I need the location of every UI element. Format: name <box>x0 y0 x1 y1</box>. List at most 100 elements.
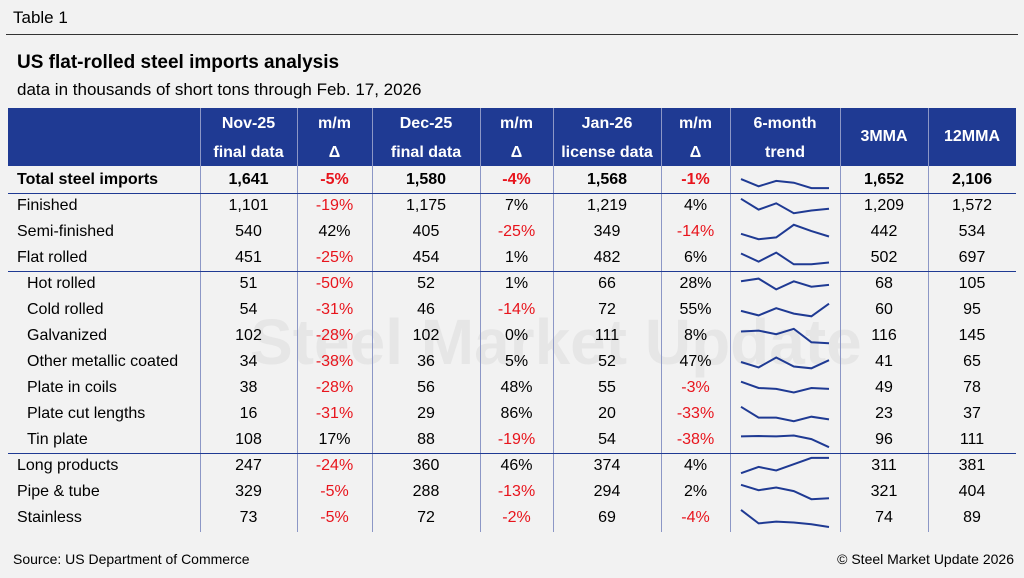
cell-dec-25: 88 <box>417 431 435 448</box>
row-label: Long products <box>17 457 119 474</box>
cell-12mma: 2,106 <box>951 171 993 188</box>
section-divider <box>8 193 1016 194</box>
cell-12mma: 145 <box>958 327 986 344</box>
trend-line <box>740 197 830 215</box>
cell-nov-mm-change: -5% <box>320 509 349 526</box>
cell-jan-mm-change: 28% <box>679 275 712 292</box>
header-7-line2: trend <box>765 144 805 161</box>
header-3-line1: Dec-25 <box>399 115 453 132</box>
cell-jan-26: 66 <box>598 275 616 292</box>
top-divider <box>6 34 1018 35</box>
cell-jan-26: 1,568 <box>586 171 628 188</box>
table-label: Table 1 <box>13 8 68 27</box>
cell-jan-26: 55 <box>598 379 616 396</box>
cell-nov-mm-change: -5% <box>320 483 349 500</box>
trend-line <box>740 434 830 449</box>
section-divider <box>8 453 1016 454</box>
cell-nov-25: 108 <box>235 431 262 448</box>
row-label: Plate cut lengths <box>27 405 146 422</box>
table-subtitle: data in thousands of short tons through … <box>17 80 422 99</box>
cell-nov-25: 73 <box>239 509 258 526</box>
trend-line <box>740 178 829 190</box>
cell-12mma: 1,572 <box>951 197 993 214</box>
header-8-line1: 3MMA <box>860 128 908 145</box>
cell-dec-25: 72 <box>417 509 435 526</box>
cell-nov-25: 34 <box>239 353 258 370</box>
cell-dec-25: 36 <box>417 353 435 370</box>
trend-line <box>740 277 830 291</box>
cell-12mma: 65 <box>963 353 981 370</box>
column-divider <box>840 108 841 532</box>
trend-sparkline <box>740 356 830 370</box>
cell-nov-25: 247 <box>235 457 262 474</box>
header-4-line2: Δ <box>510 144 523 161</box>
cell-nov-mm-change: -24% <box>315 457 354 474</box>
cell-jan-26: 54 <box>598 431 616 448</box>
row-label: Flat rolled <box>17 249 88 266</box>
cell-dec-mm-change: 5% <box>504 353 529 370</box>
cell-dec-mm-change: -14% <box>497 301 536 318</box>
header-1-line2: final data <box>213 144 284 161</box>
cell-jan-mm-change: 8% <box>683 327 708 344</box>
cell-dec-mm-change: 48% <box>500 379 533 396</box>
cell-12mma: 697 <box>958 249 986 266</box>
cell-dec-mm-change: -2% <box>502 509 531 526</box>
cell-nov-mm-change: 42% <box>318 223 351 240</box>
column-divider <box>661 108 662 532</box>
cell-dec-mm-change: 46% <box>500 457 533 474</box>
cell-dec-mm-change: 1% <box>504 275 529 292</box>
trend-sparkline <box>740 327 830 345</box>
cell-3mma: 502 <box>870 249 898 266</box>
trend-sparkline <box>740 380 830 394</box>
cell-nov-mm-change: -38% <box>315 353 354 370</box>
column-divider <box>200 108 201 532</box>
cell-jan-26: 349 <box>593 223 621 240</box>
trend-sparkline <box>740 509 830 528</box>
cell-jan-26: 374 <box>593 457 621 474</box>
cell-dec-mm-change: -4% <box>502 171 531 188</box>
row-label: Total steel imports <box>17 171 159 188</box>
column-divider <box>553 108 554 532</box>
column-divider <box>372 108 373 532</box>
row-label: Galvanized <box>27 327 108 344</box>
trend-line <box>740 356 830 370</box>
cell-12mma: 37 <box>963 405 981 422</box>
cell-jan-26: 111 <box>594 327 620 344</box>
cell-jan-26: 52 <box>598 353 616 370</box>
cell-dec-25: 102 <box>412 327 440 344</box>
trend-line <box>740 380 830 394</box>
cell-3mma: 442 <box>870 223 898 240</box>
row-label: Tin plate <box>27 431 88 448</box>
cell-12mma: 78 <box>963 379 981 396</box>
cell-jan-mm-change: 2% <box>683 483 708 500</box>
cell-nov-25: 16 <box>239 405 258 422</box>
header-1-line1: Nov-25 <box>221 115 276 132</box>
trend-sparkline <box>740 405 830 423</box>
cell-jan-26: 294 <box>593 483 621 500</box>
cell-nov-mm-change: -19% <box>315 197 354 214</box>
copyright-note: © Steel Market Update 2026 <box>837 551 1014 567</box>
cell-3mma: 311 <box>871 457 897 474</box>
trend-sparkline <box>740 178 829 190</box>
cell-jan-mm-change: 55% <box>679 301 712 318</box>
cell-jan-mm-change: 4% <box>683 457 708 474</box>
cell-jan-26: 20 <box>598 405 616 422</box>
trend-sparkline <box>740 434 830 449</box>
trend-line <box>740 302 830 318</box>
cell-nov-mm-change: -31% <box>315 405 354 422</box>
section-divider <box>8 271 1016 272</box>
trend-line <box>740 223 830 241</box>
row-label: Stainless <box>17 509 82 526</box>
cell-jan-mm-change: 4% <box>683 197 708 214</box>
cell-12mma: 381 <box>958 457 986 474</box>
cell-nov-25: 38 <box>239 379 258 396</box>
cell-3mma: 321 <box>870 483 898 500</box>
cell-nov-mm-change: -28% <box>315 379 354 396</box>
column-divider <box>928 108 929 532</box>
cell-nov-25: 1,101 <box>228 197 269 214</box>
cell-dec-25: 56 <box>417 379 435 396</box>
cell-dec-25: 1,175 <box>405 197 447 214</box>
cell-3mma: 1,652 <box>863 171 905 188</box>
header-4-line1: m/m <box>500 115 533 132</box>
trend-sparkline <box>740 302 830 318</box>
